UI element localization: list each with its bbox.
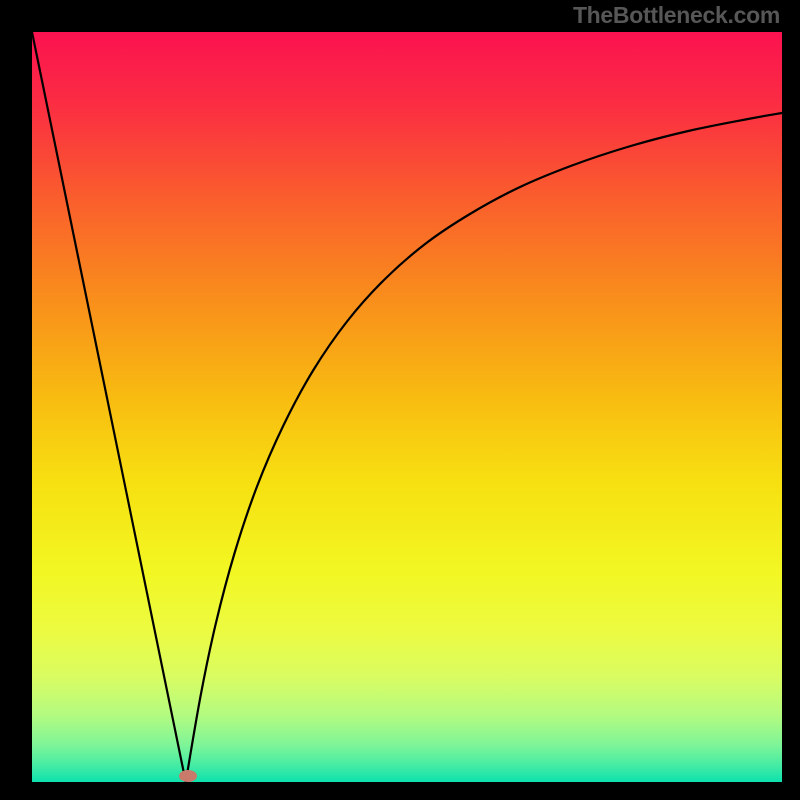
- bottleneck-curve: [32, 32, 782, 782]
- valley-marker: [179, 770, 197, 782]
- watermark-text: TheBottleneck.com: [573, 2, 780, 29]
- plot-area: [32, 32, 782, 782]
- plot-svg: [32, 32, 782, 782]
- chart-frame: TheBottleneck.com: [0, 0, 800, 800]
